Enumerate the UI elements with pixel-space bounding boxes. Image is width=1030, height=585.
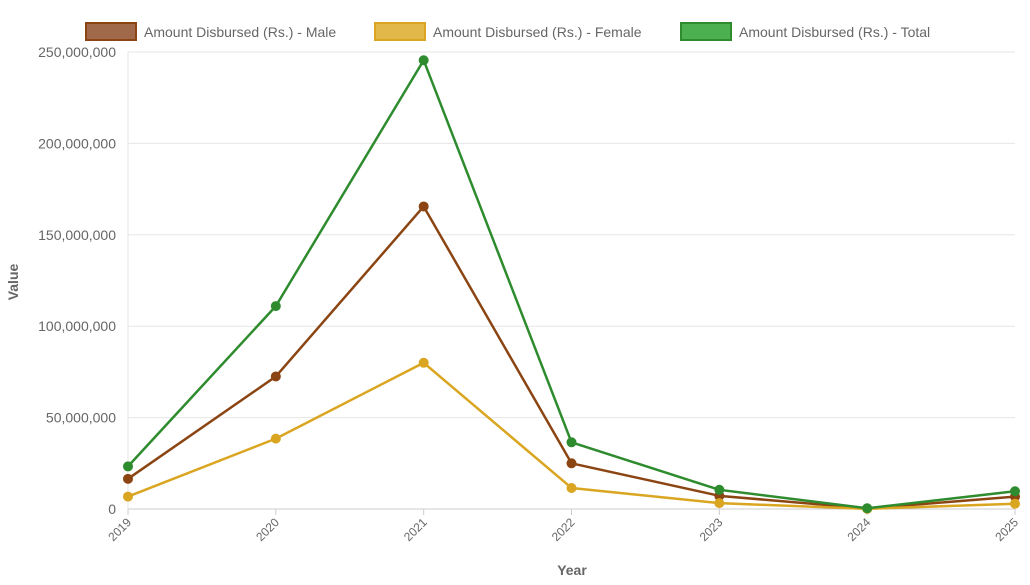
legend-item[interactable]: Amount Disbursed (Rs.) - Total [680, 22, 930, 41]
x-tick-label: 2024 [845, 515, 874, 544]
y-tick-label: 50,000,000 [46, 410, 116, 426]
data-point[interactable] [714, 484, 725, 495]
data-point[interactable] [123, 491, 133, 502]
y-axis-title: Value [5, 264, 21, 301]
data-point[interactable] [418, 55, 429, 66]
data-point[interactable] [123, 461, 133, 472]
data-point[interactable] [566, 437, 577, 448]
legend-label: Amount Disbursed (Rs.) - Female [433, 24, 642, 40]
y-tick-label: 100,000,000 [38, 318, 116, 334]
data-point[interactable] [270, 371, 281, 382]
x-tick-label: 2023 [697, 515, 726, 544]
series-1 [123, 201, 1020, 514]
y-tick-label: 200,000,000 [38, 135, 116, 151]
x-axis-title: Year [557, 562, 587, 578]
series-2 [123, 357, 1020, 514]
legend-item[interactable]: Amount Disbursed (Rs.) - Male [85, 22, 336, 41]
data-point[interactable] [566, 482, 577, 493]
data-point[interactable] [1010, 498, 1020, 509]
data-point[interactable] [418, 201, 429, 212]
legend-swatch [680, 22, 732, 41]
legend-label: Amount Disbursed (Rs.) - Total [739, 24, 930, 40]
legend-item[interactable]: Amount Disbursed (Rs.) - Female [374, 22, 642, 41]
legend-swatch [85, 22, 137, 41]
y-tick-label: 150,000,000 [38, 227, 116, 243]
series-group [123, 55, 1020, 514]
series-3 [123, 55, 1020, 514]
y-tick-label: 250,000,000 [38, 44, 116, 60]
data-point[interactable] [123, 473, 133, 484]
x-tick-label: 2022 [549, 515, 578, 544]
x-tick-label: 2021 [401, 515, 430, 544]
y-axis: 0 50,000,000 100,000,000 150,000,000 200,000… [38, 44, 116, 517]
x-tick-label: 2020 [253, 515, 282, 544]
data-point[interactable] [566, 458, 577, 469]
x-tick-label: 2025 [992, 515, 1021, 544]
x-tick-label: 2019 [105, 515, 134, 544]
legend-label: Amount Disbursed (Rs.) - Male [144, 24, 336, 40]
data-point[interactable] [418, 357, 429, 368]
data-point[interactable] [714, 498, 725, 509]
y-tick-label: 0 [108, 501, 116, 517]
data-point[interactable] [1010, 486, 1020, 497]
data-point[interactable] [270, 301, 281, 312]
legend-swatch [374, 22, 426, 41]
legend[interactable]: Amount Disbursed (Rs.) - Male Amount Disb… [85, 22, 930, 41]
x-axis: 2019 2020 2021 2022 2023 2024 2025 [105, 509, 1021, 544]
data-point[interactable] [862, 503, 873, 514]
data-point[interactable] [270, 433, 281, 444]
